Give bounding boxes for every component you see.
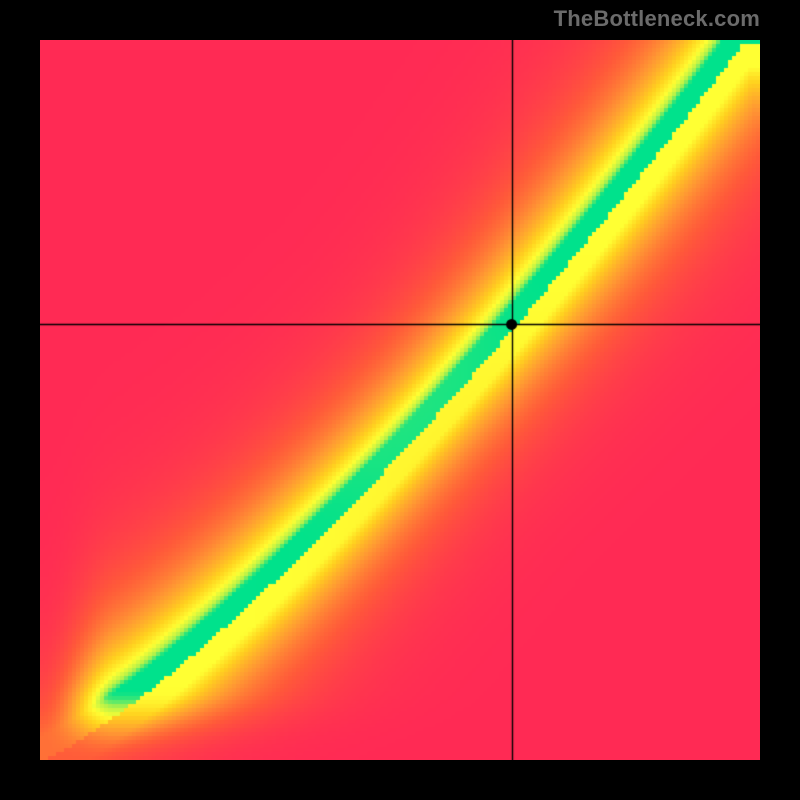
- bottleneck-heatmap: [40, 40, 760, 760]
- heatmap-canvas: [40, 40, 760, 760]
- attribution-text: TheBottleneck.com: [554, 6, 760, 32]
